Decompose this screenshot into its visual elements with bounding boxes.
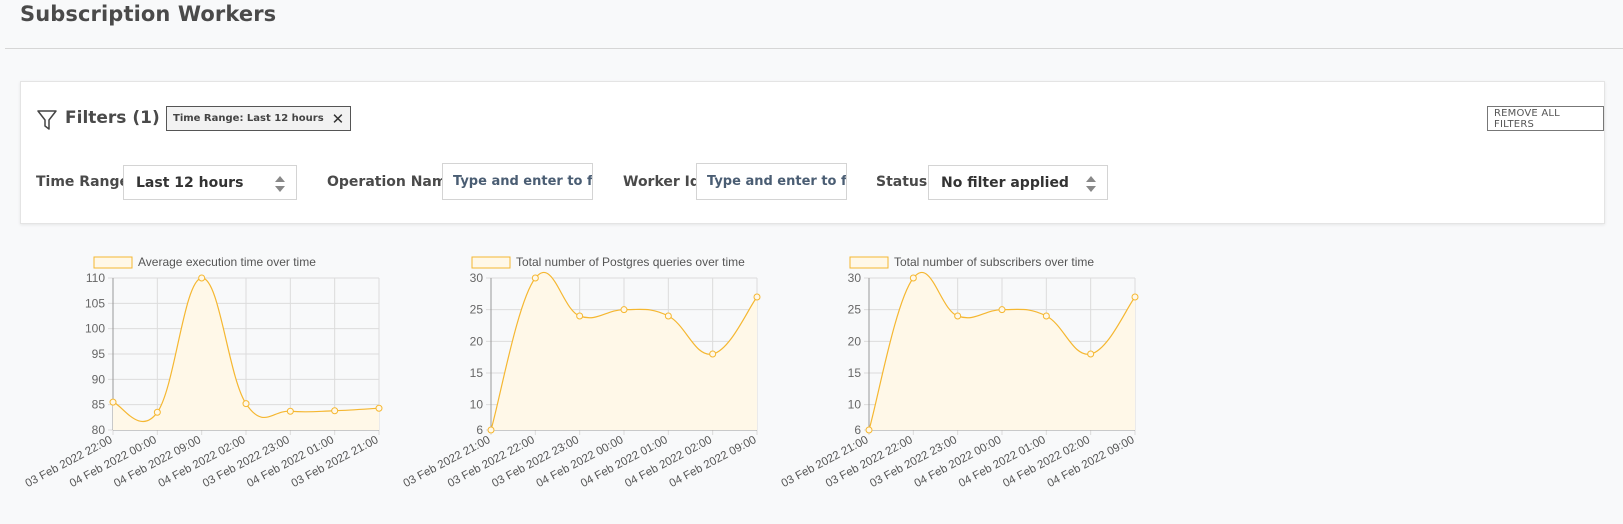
data-point: [1131, 293, 1139, 301]
data-point: [375, 404, 383, 412]
data-point: [198, 274, 206, 282]
data-point: [1042, 312, 1050, 320]
postgres-queries-chart: Total number of Postgres queries over ti…: [398, 255, 778, 524]
worker-id-label: Worker Id: [623, 174, 700, 190]
series-area: [491, 272, 757, 430]
time-range-value: Last 12 hours: [136, 174, 244, 191]
y-tick-label: 90: [92, 372, 106, 386]
avg-execution-time-chart: Average execution time over time 80 85 90 95…: [20, 255, 400, 524]
y-tick-label: 85: [92, 398, 106, 412]
time-range-label: Time Range: [36, 174, 130, 190]
active-filter-chip-label: Time Range: Last 12 hours: [173, 113, 324, 124]
remove-all-filters-button[interactable]: REMOVE ALL FILTERS: [1487, 106, 1604, 131]
data-point: [242, 400, 250, 408]
time-range-select[interactable]: Last 12 hours: [123, 165, 297, 200]
legend-swatch: [93, 256, 133, 269]
filter-icon: [37, 110, 57, 130]
legend-label: Total number of subscribers over time: [894, 255, 1094, 269]
y-tick-label: 15: [848, 366, 862, 380]
data-point: [998, 306, 1006, 314]
status-select[interactable]: No filter applied: [928, 165, 1108, 200]
series-area: [113, 277, 379, 430]
data-point: [620, 306, 628, 314]
y-tick-label: 100: [85, 322, 105, 336]
y-tick-label: 20: [470, 334, 484, 348]
operation-name-input[interactable]: Type and enter to filter: [442, 163, 593, 200]
select-arrows-icon: [1086, 176, 1096, 192]
operation-name-label: Operation Name: [327, 174, 456, 190]
title-divider: [5, 48, 1623, 49]
legend-swatch: [471, 256, 511, 269]
data-point: [487, 426, 495, 434]
y-tick-label: 10: [848, 398, 862, 412]
y-tick-label: 105: [85, 296, 105, 310]
legend-label: Total number of Postgres queries over ti…: [516, 255, 745, 269]
data-point: [153, 408, 161, 416]
y-tick-label: 30: [470, 271, 484, 285]
data-point: [286, 407, 294, 415]
y-tick-label: 80: [92, 423, 106, 437]
status-value: No filter applied: [941, 174, 1069, 191]
y-tick-label: 6: [854, 423, 861, 437]
data-point: [531, 274, 539, 282]
data-point: [753, 293, 761, 301]
y-tick-label: 95: [92, 347, 106, 361]
series-area: [869, 272, 1135, 430]
data-point: [709, 350, 717, 358]
y-tick-label: 30: [848, 271, 862, 285]
page-title: Subscription Workers: [20, 2, 277, 26]
data-point: [909, 274, 917, 282]
y-tick-label: 20: [848, 334, 862, 348]
legend-swatch: [849, 256, 889, 269]
data-point: [664, 312, 672, 320]
data-point: [954, 312, 962, 320]
filters-heading: Filters (1): [65, 108, 160, 128]
select-arrows-icon: [275, 176, 285, 192]
data-point: [1087, 350, 1095, 358]
worker-id-input[interactable]: Type and enter to filter: [696, 163, 847, 200]
y-tick-label: 25: [848, 303, 862, 317]
close-icon[interactable]: ✕: [331, 109, 345, 128]
y-tick-label: 15: [470, 366, 484, 380]
y-tick-label: 25: [470, 303, 484, 317]
data-point: [865, 426, 873, 434]
status-label: Status: [876, 174, 928, 190]
legend-label: Average execution time over time: [138, 255, 316, 269]
active-filter-chip: Time Range: Last 12 hours ✕: [166, 106, 352, 131]
y-tick-label: 10: [470, 398, 484, 412]
data-point: [109, 398, 117, 406]
filter-panel: Filters (1) Time Range: Last 12 hours ✕ …: [20, 81, 1605, 224]
data-point: [331, 407, 339, 415]
subscribers-chart: Total number of subscribers over time 6 10…: [776, 255, 1156, 524]
y-tick-label: 6: [476, 423, 483, 437]
y-tick-label: 110: [86, 271, 105, 285]
data-point: [576, 312, 584, 320]
